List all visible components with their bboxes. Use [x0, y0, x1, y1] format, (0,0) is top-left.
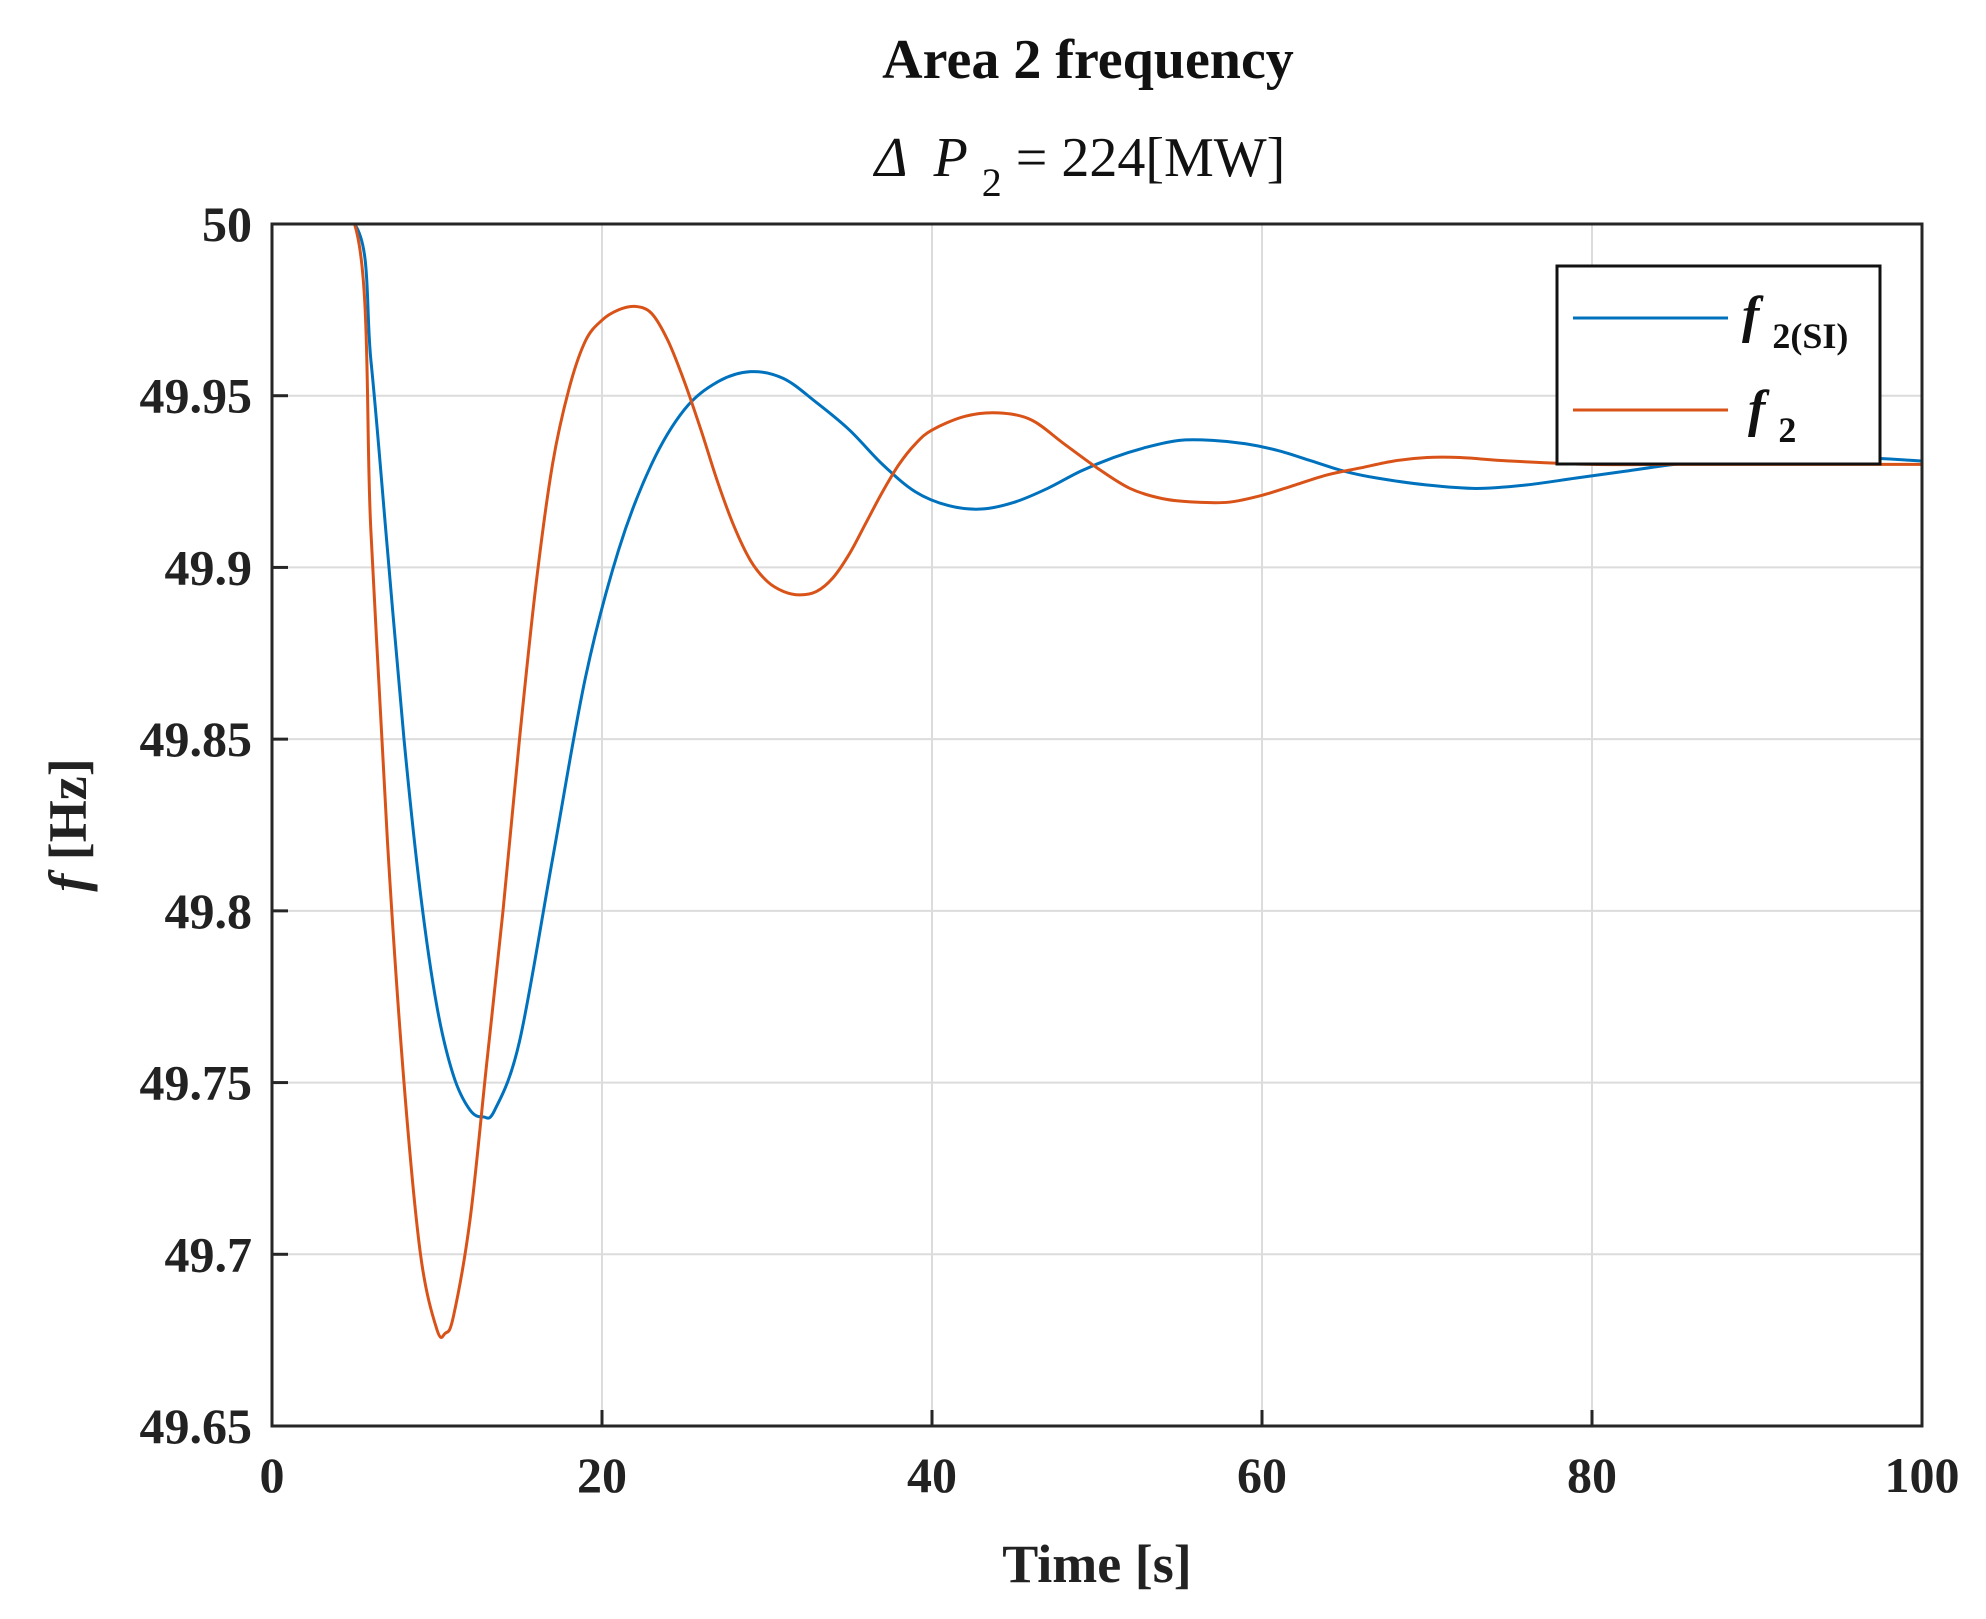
legend-box — [1555, 264, 1882, 466]
chart-title: Area 2 frequency — [882, 29, 1294, 91]
legend-label-f2-subscript: 2 — [1778, 410, 1796, 450]
y-axis-label-variable: f — [38, 869, 98, 892]
y-tick-label: 49.75 — [140, 1055, 253, 1111]
subtitle-subscript: 2 — [982, 160, 1002, 205]
y-tick-label: 49.9 — [165, 539, 253, 595]
legend-label-f2-si-subscript: 2(SI) — [1772, 316, 1848, 356]
subtitle-rest: = 224[MW] — [1016, 127, 1286, 189]
y-tick-label: 49.8 — [165, 883, 253, 939]
legend-label-f2-si-variable: f — [1742, 287, 1764, 344]
y-axis-label-unit: [Hz] — [38, 758, 98, 860]
series-lines — [272, 224, 1922, 1339]
y-tick-label: 50 — [202, 196, 252, 252]
x-tick-label: 80 — [1567, 1447, 1617, 1503]
x-tick-label: 60 — [1237, 1447, 1287, 1503]
subtitle-variable: P — [933, 127, 968, 189]
legend-label-f2-si: f 2(SI) — [1742, 287, 1848, 356]
x-tick-label: 20 — [577, 1447, 627, 1503]
legend: f 2(SI) f 2 — [1555, 264, 1882, 466]
y-axis-label: f [Hz] — [38, 758, 98, 891]
subtitle-delta: Δ — [873, 127, 908, 189]
x-axis-ticks: 0 20 40 60 80 100 — [260, 1410, 1960, 1503]
y-tick-label: 49.85 — [140, 711, 253, 767]
legend-label-f2-variable: f — [1748, 381, 1770, 438]
series-line-f2 — [272, 224, 1922, 1339]
plot-frame — [270, 222, 1924, 1428]
series-layer — [272, 224, 1922, 1339]
x-tick-label: 0 — [260, 1447, 285, 1503]
y-tick-label: 49.7 — [165, 1226, 253, 1282]
x-tick-label: 100 — [1885, 1447, 1960, 1503]
x-axis-label: Time [s] — [1002, 1534, 1191, 1594]
x-tick-label: 40 — [907, 1447, 957, 1503]
chart-subtitle: Δ P 2 = 224[MW] — [873, 127, 1286, 209]
series-line-f2-si — [272, 224, 1922, 1120]
legend-label-f2: f 2 — [1748, 381, 1796, 450]
y-axis-ticks: 49.65 49.7 49.75 49.8 49.85 49.9 49.95 50 — [140, 196, 288, 1454]
y-tick-label: 49.65 — [140, 1398, 253, 1454]
y-tick-label: 49.95 — [140, 368, 253, 424]
